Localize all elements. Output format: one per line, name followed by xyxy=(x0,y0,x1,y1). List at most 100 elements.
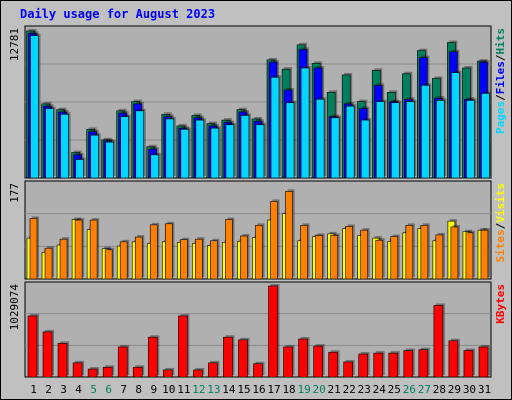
y-max-label-visits: 177 xyxy=(8,183,21,203)
kbytes-bar xyxy=(418,347,430,378)
legend-sites-visits-part: Sites xyxy=(494,229,507,262)
x-tick-label: 3 xyxy=(60,383,67,396)
sites-bar xyxy=(375,238,385,280)
x-tick-label: 6 xyxy=(105,383,112,396)
kbytes-bar xyxy=(253,361,265,378)
pages-bar xyxy=(406,99,417,179)
sites-bar xyxy=(405,223,415,280)
legend-hits-files-pages-part: / xyxy=(494,54,507,61)
x-tick-label: 11 xyxy=(177,383,190,396)
legend-kbytes: KBytes xyxy=(494,284,507,324)
kbytes-bar xyxy=(343,359,355,378)
kbytes-bar xyxy=(208,360,220,378)
kbytes-bar xyxy=(268,284,280,378)
kbytes-bar xyxy=(102,365,115,378)
kbytes-bar xyxy=(433,303,445,378)
pages-bar xyxy=(255,122,266,179)
pages-bar xyxy=(225,122,236,179)
legend-kbytes-part: KBytes xyxy=(494,284,507,324)
legend-sites-visits: Sites/Visits xyxy=(494,183,507,263)
pages-bar xyxy=(345,104,357,179)
kbytes-bar xyxy=(147,335,160,378)
y-max-label-kbytes: 1029074 xyxy=(8,284,21,331)
pages-bar xyxy=(180,127,191,179)
kbytes-bar xyxy=(223,335,235,378)
sites-bar xyxy=(390,234,400,280)
sites-bar xyxy=(74,218,85,280)
kbytes-bar xyxy=(72,360,85,378)
sites-bar xyxy=(450,224,460,280)
kbytes-bar xyxy=(117,344,130,378)
kbytes-bar xyxy=(298,336,310,378)
pages-bar xyxy=(451,70,462,179)
x-tick-label: 20 xyxy=(313,383,326,396)
sites-bar xyxy=(104,247,115,280)
x-tick-label: 1 xyxy=(30,383,37,396)
sites-bar xyxy=(149,222,160,280)
pages-bar xyxy=(360,118,372,179)
legend-sites-visits-part: Visits xyxy=(494,183,507,223)
pages-bar xyxy=(481,91,492,179)
legend-sites-visits-part: / xyxy=(494,222,507,229)
sites-bar xyxy=(240,233,250,280)
kbytes-bar xyxy=(132,365,145,378)
legend-hits-files-pages: Pages/Files/Hits xyxy=(494,28,507,134)
x-tick-label: 14 xyxy=(222,383,236,396)
sites-bar xyxy=(210,238,220,280)
sites-bar xyxy=(285,189,295,280)
x-tick-label: 30 xyxy=(463,383,476,396)
x-tick-label: 12 xyxy=(192,383,205,396)
kbytes-bar xyxy=(42,329,55,378)
pages-bar xyxy=(90,133,101,179)
chart-title: Daily usage for August 2023 xyxy=(20,7,216,21)
pages-bar xyxy=(330,115,342,179)
legend-hits-files-pages-part: / xyxy=(494,94,507,101)
x-tick-label: 2 xyxy=(45,383,52,396)
x-tick-label: 7 xyxy=(120,383,127,396)
x-tick-label: 21 xyxy=(328,383,341,396)
x-tick-label: 19 xyxy=(297,383,310,396)
kbytes-bar xyxy=(448,338,460,378)
x-tick-label: 9 xyxy=(150,383,157,396)
pages-bar xyxy=(270,75,282,179)
pages-bar xyxy=(150,152,161,179)
sites-bar xyxy=(89,218,100,280)
x-tick-label: 26 xyxy=(403,383,416,396)
kbytes-bar xyxy=(87,367,100,378)
pages-bar xyxy=(315,97,327,179)
kbytes-bar xyxy=(178,313,190,378)
sites-bar xyxy=(134,235,145,280)
y-max-label-hits: 12781 xyxy=(8,28,21,61)
sites-bar xyxy=(44,246,55,280)
pages-bar xyxy=(300,65,312,179)
x-tick-label: 31 xyxy=(478,383,491,396)
pages-bar xyxy=(45,106,56,179)
x-tick-label: 28 xyxy=(433,383,446,396)
sites-bar xyxy=(345,224,355,280)
x-tick-label: 4 xyxy=(75,383,82,396)
pages-bar xyxy=(30,33,41,179)
pages-bar xyxy=(390,100,402,179)
plot-area-3 xyxy=(24,281,492,378)
pages-bar xyxy=(105,140,116,179)
x-tick-label: 22 xyxy=(343,383,356,396)
sites-bar xyxy=(330,233,340,280)
legend-hits-files-pages-part: Files xyxy=(494,61,507,94)
pages-bar xyxy=(75,157,86,179)
kbytes-bar xyxy=(57,341,70,378)
kbytes-bar xyxy=(358,352,370,378)
sites-bar xyxy=(29,216,39,280)
sites-bar xyxy=(59,237,70,280)
x-tick-label: 16 xyxy=(252,383,265,396)
pages-bar xyxy=(120,114,131,179)
kbytes-bar xyxy=(193,367,205,378)
x-tick-label: 13 xyxy=(207,383,220,396)
sites-bar xyxy=(119,239,130,280)
sites-bar xyxy=(480,228,490,280)
x-tick-label: 29 xyxy=(448,383,461,396)
x-tick-label: 18 xyxy=(282,383,295,396)
x-tick-label: 8 xyxy=(135,383,142,396)
pages-bar xyxy=(240,113,251,179)
kbytes-bar xyxy=(313,344,325,378)
